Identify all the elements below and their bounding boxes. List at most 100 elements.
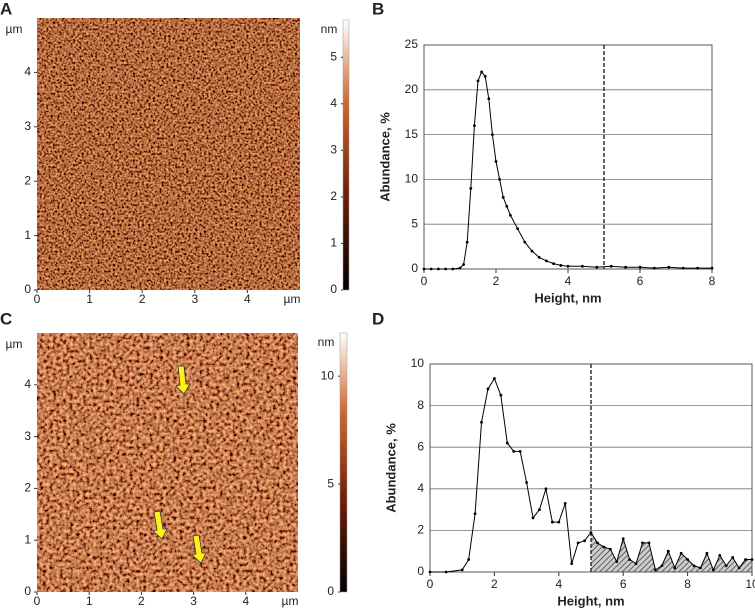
data-point [494,160,498,163]
data-point [462,263,465,266]
data-point [570,562,574,566]
y-tick-label: 2 [24,173,31,187]
data-point [422,267,426,271]
colorbar-tick-label: 0 [327,584,334,598]
arrow [191,534,207,564]
data-point [681,266,685,270]
data-point [711,568,715,572]
data-point [731,556,735,559]
y-tick-label: 8 [417,398,424,412]
x-tick-label: 8 [709,274,716,288]
data-point [480,70,483,74]
data-point [583,539,586,543]
data-point [499,393,503,397]
y-unit: µm [6,337,23,351]
y-tick-label: 15 [405,127,419,141]
x-tick-label: 0 [34,292,41,306]
data-point [487,97,491,101]
x-tick-label: 6 [620,577,627,591]
x-tick-label: 10 [745,577,755,591]
data-point [581,264,584,268]
data-point [696,266,699,270]
data-point [699,566,702,570]
y-tick-label: 4 [24,377,31,391]
x-tick-label: 1 [86,292,93,306]
data-point [512,449,516,453]
colorbar-tick-label: 5 [330,49,337,63]
colorbar-tick-label: 10 [321,368,335,382]
colorbar-label: nm [318,335,335,349]
data-point [686,558,689,561]
data-point [552,262,555,266]
y-unit: µm [6,22,23,36]
plot-frame [423,44,713,270]
data-point [596,541,599,545]
data-point [525,481,528,484]
data-point [451,267,455,271]
data-point [429,267,433,271]
y-tick-label: 25 [405,37,419,51]
data-point [566,264,570,268]
data-point [545,259,548,263]
y-tick-label: 2 [417,523,424,537]
data-point [530,249,534,253]
arrow [152,510,168,540]
data-point [557,520,561,524]
data-point [505,204,509,208]
data-point [460,568,464,572]
data-point [563,501,567,505]
colorbar-tick-label: 3 [330,143,337,157]
data-point [667,265,671,269]
data-point [518,449,522,453]
data-point [647,541,651,545]
x-tick-label: 6 [637,274,644,288]
data-point [589,531,593,534]
arrows [152,365,207,564]
y-tick-label: 5 [411,216,418,230]
afm-image [37,18,300,290]
y-tick-label: 20 [405,82,419,96]
data-point [550,520,554,524]
colorbar-tick-label: 0 [330,282,337,296]
y-tick-label: 0 [417,564,424,578]
data-point [444,267,447,271]
data-point [724,564,728,568]
data-point [509,213,512,217]
data-point [576,541,580,545]
data-point [615,560,619,563]
data-point [624,265,627,269]
x-tick-label: 4 [242,594,249,608]
data-point [673,566,677,570]
data-point [718,553,722,557]
data-point [692,564,696,568]
data-point [486,387,490,391]
colorbar-label: nm [321,22,338,36]
data-point [710,266,714,270]
x-unit: µm [282,594,299,608]
data-point [498,178,501,181]
x-tick-label: 0 [34,594,41,608]
panel-letter: C [0,309,12,328]
data-point [473,124,476,128]
colorbar-tick-label: 1 [330,236,337,250]
data-point [634,562,638,566]
data-point [653,266,656,270]
data-point [458,266,462,270]
data-point [501,195,505,199]
x-tick-label: 4 [555,577,562,591]
data-point [480,420,483,424]
panel-letter: B [372,0,384,18]
y-tick-label: 4 [417,481,424,495]
x-tick-label: 3 [191,292,198,306]
x-tick-label: 2 [138,594,145,608]
y-tick-label: 1 [24,532,31,546]
data-line [430,377,752,573]
y-tick-label: 1 [24,228,31,242]
x-tick-label: 0 [427,577,434,591]
data-point [437,267,440,271]
x-tick-label: 1 [86,594,93,608]
y-tick-label: 3 [24,429,31,443]
y-axis-label: Abundance, % [383,423,398,513]
